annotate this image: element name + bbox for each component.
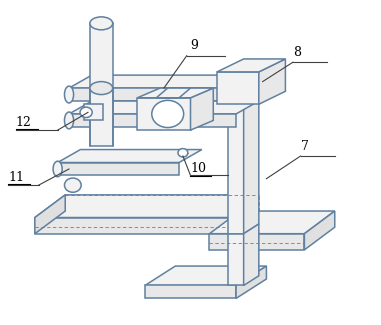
Circle shape: [80, 107, 92, 118]
Polygon shape: [210, 211, 335, 234]
Polygon shape: [90, 88, 113, 146]
Polygon shape: [259, 59, 285, 104]
Polygon shape: [217, 59, 285, 72]
Polygon shape: [69, 75, 259, 88]
Polygon shape: [69, 114, 236, 127]
Polygon shape: [35, 195, 65, 234]
Polygon shape: [35, 217, 229, 234]
Polygon shape: [190, 88, 213, 130]
Text: 8: 8: [293, 46, 301, 59]
Polygon shape: [84, 104, 103, 121]
Polygon shape: [90, 23, 113, 88]
Polygon shape: [304, 211, 335, 250]
Text: 9: 9: [190, 39, 199, 52]
Polygon shape: [138, 88, 213, 98]
Polygon shape: [35, 195, 259, 217]
Polygon shape: [210, 234, 304, 250]
Ellipse shape: [64, 112, 74, 129]
Polygon shape: [229, 234, 243, 285]
Polygon shape: [156, 88, 190, 98]
Polygon shape: [145, 285, 236, 298]
Polygon shape: [229, 104, 243, 234]
Ellipse shape: [90, 82, 113, 95]
Text: 10: 10: [190, 162, 207, 176]
Polygon shape: [69, 101, 259, 114]
Ellipse shape: [64, 86, 74, 103]
Polygon shape: [243, 224, 259, 285]
Text: 12: 12: [16, 115, 32, 128]
Polygon shape: [69, 88, 236, 101]
Ellipse shape: [53, 161, 62, 177]
Polygon shape: [138, 98, 190, 130]
Polygon shape: [217, 72, 259, 104]
Polygon shape: [58, 162, 179, 176]
Polygon shape: [145, 266, 266, 285]
Circle shape: [152, 100, 184, 127]
Polygon shape: [58, 150, 202, 162]
Polygon shape: [243, 95, 259, 234]
Polygon shape: [236, 266, 266, 298]
Circle shape: [64, 178, 81, 192]
Text: 7: 7: [301, 140, 309, 153]
Ellipse shape: [90, 17, 113, 30]
Circle shape: [178, 149, 188, 157]
Text: 11: 11: [8, 171, 24, 184]
